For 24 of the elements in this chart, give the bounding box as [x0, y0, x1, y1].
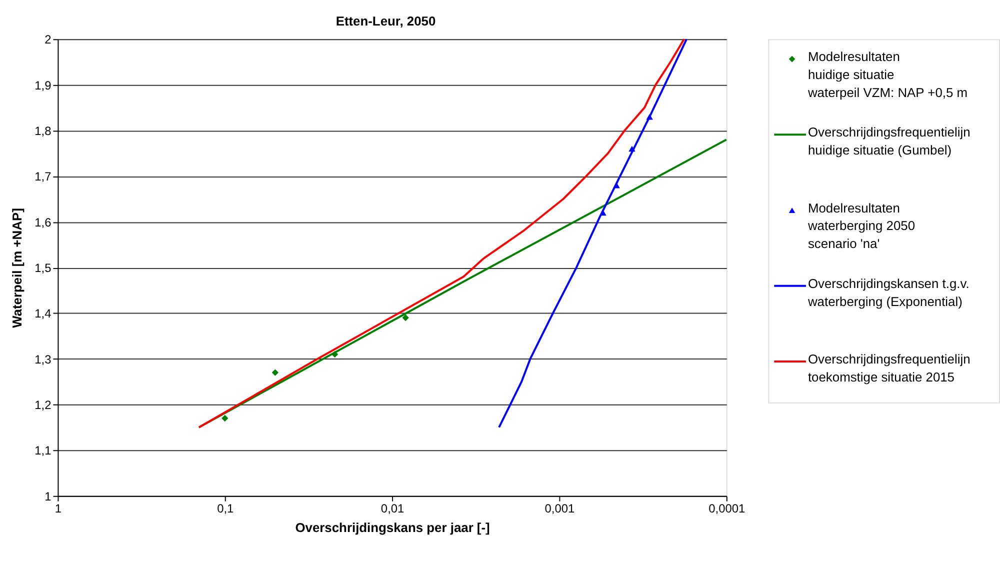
legend-label: Modelresultaten huidige situatie waterpeil VZM: NAP +0,5 m [806, 49, 968, 100]
y-tick-label: 2 [44, 32, 52, 47]
y-tick-label: 1,1 [34, 444, 52, 458]
y-tick-label: 1,2 [34, 398, 52, 412]
y-tick-label: 1,3 [34, 352, 52, 366]
y-axis-title: Waterpeil [m +NAP] [10, 208, 25, 328]
legend-label: Overschrijdingsfrequentielijn huidige situatie (Gumbel) [808, 124, 970, 158]
y-tick-label: 1,4 [34, 306, 52, 321]
y-tick-label: 1 [44, 489, 52, 504]
x-tick-label: 0,1 [217, 501, 234, 516]
x-axis-title: Overschrijdingskans per jaar [-] [295, 520, 490, 536]
x-tick-label: 0,0001 [708, 501, 746, 516]
chart-title: Etten-Leur, 2050 [336, 14, 436, 29]
y-tick-label: 1,5 [34, 260, 52, 275]
legend-label: Overschrijdingsfrequentielijn toekomstige situatie 2015 [808, 352, 970, 384]
x-tick-label: 0,001 [544, 501, 575, 516]
x-tick-label: 1 [54, 501, 62, 516]
x-tick-label: 0,01 [380, 501, 405, 516]
legend-label: Overschrijdingskansen t.g.v. waterberging (Exponential) [806, 276, 970, 309]
y-tick-label: 1,9 [34, 78, 52, 92]
y-tick-label: 1,8 [34, 124, 52, 138]
y-tick-label: 1,6 [34, 215, 52, 230]
y-tick-label: 1,7 [34, 170, 52, 184]
legend-label: Modelresultaten waterberging 2050 scenario 'na' [806, 200, 916, 252]
